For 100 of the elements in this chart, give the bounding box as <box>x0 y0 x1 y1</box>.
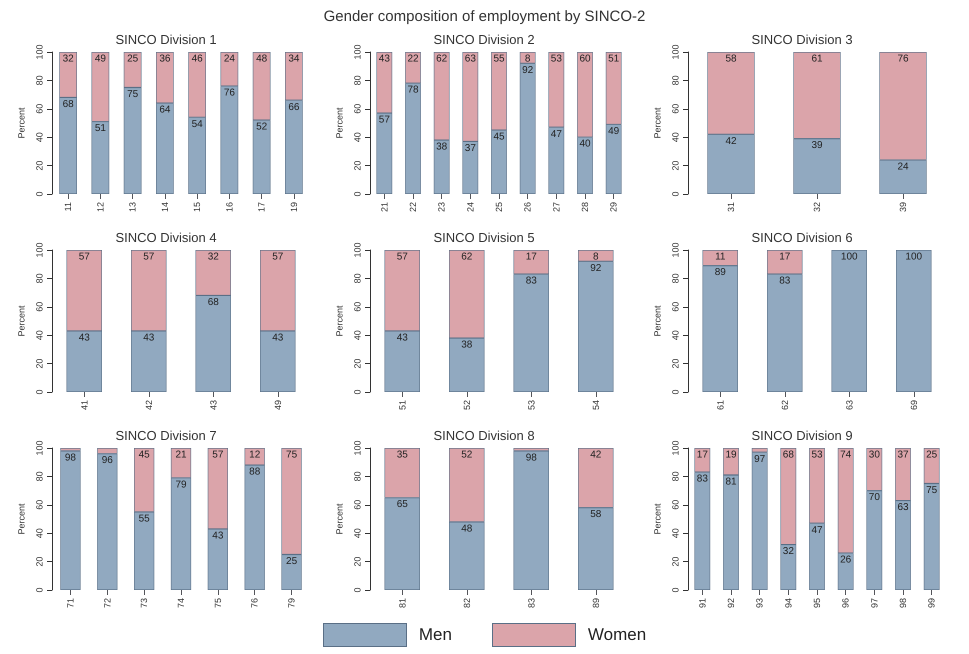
data-label: 75 <box>127 89 139 100</box>
y-tick-label: 20 <box>34 556 44 567</box>
y-tick-label: 40 <box>34 132 44 142</box>
data-label: 48 <box>256 54 268 64</box>
y-tick-label: 80 <box>670 273 680 284</box>
data-label: 100 <box>840 252 858 262</box>
data-label: 38 <box>436 142 448 153</box>
y-tick-label: 60 <box>352 500 362 510</box>
x-tick-label: 98 <box>898 598 908 608</box>
text: Gender composition of employment by SINCO-2 <box>322 8 646 27</box>
data-label: 24 <box>897 161 909 172</box>
x-tick-label: 53 <box>526 400 536 410</box>
y-tick-label: 60 <box>34 500 44 510</box>
x-tick-label: 97 <box>869 598 880 608</box>
data-label: 49 <box>94 54 106 64</box>
y-tick-label: 80 <box>670 471 680 482</box>
data-label: 53 <box>550 54 562 64</box>
data-label: 92 <box>590 262 602 274</box>
data-label: 76 <box>224 88 236 99</box>
y-tick-label: 40 <box>670 528 680 538</box>
x-tick-label: 43 <box>208 400 218 410</box>
y-tick-label: 40 <box>34 330 44 340</box>
y-tick-label: 60 <box>352 302 362 312</box>
y-axis-title: Percent <box>334 107 344 139</box>
x-tick-label: 76 <box>250 598 260 608</box>
x-tick-label: 82 <box>462 598 472 608</box>
data-label: 68 <box>208 296 220 308</box>
y-tick-label: 20 <box>670 160 680 171</box>
y-tick-label: 100 <box>352 440 362 456</box>
x-tick-label: 74 <box>176 598 186 608</box>
x-tick-label: 49 <box>272 400 283 410</box>
data-label: 48 <box>461 523 473 534</box>
data-label: 83 <box>779 276 791 287</box>
y-tick-label: 60 <box>670 302 680 312</box>
data-label: 39 <box>811 140 823 152</box>
data-label: 11 <box>715 252 726 262</box>
data-label: 58 <box>725 54 737 64</box>
data-label: 37 <box>464 142 476 154</box>
bar <box>832 250 867 392</box>
data-label: 75 <box>286 450 298 460</box>
data-label: 70 <box>868 492 880 504</box>
x-tick-label: 42 <box>144 400 154 410</box>
data-label: 92 <box>522 64 534 76</box>
y-axis-title: Percent <box>334 305 344 337</box>
data-label: 58 <box>590 509 602 520</box>
data-label: 62 <box>436 54 448 64</box>
data-label: 76 <box>897 54 909 64</box>
data-label: 57 <box>212 450 224 460</box>
x-tick-label: 91 <box>697 598 708 608</box>
data-label: 55 <box>138 513 150 524</box>
data-label: 25 <box>127 54 139 64</box>
data-label: 43 <box>378 54 390 64</box>
y-axis-title: Percent <box>16 305 26 337</box>
data-label: 30 <box>868 450 880 460</box>
x-tick-label: 16 <box>224 202 234 212</box>
y-tick-label: 20 <box>352 358 362 369</box>
chart-title: SINCO Division 6 <box>751 230 853 245</box>
y-tick-label: 0 <box>34 587 44 593</box>
data-label: 57 <box>143 252 155 262</box>
data-label: 32 <box>62 54 74 64</box>
y-tick-label: 0 <box>34 389 44 395</box>
chart-title: SINCO Division 5 <box>433 230 535 245</box>
data-label: 100 <box>905 252 923 262</box>
y-tick-label: 0 <box>670 191 680 197</box>
y-tick-label: 100 <box>670 44 680 60</box>
data-label: 51 <box>608 54 620 64</box>
data-label: 45 <box>138 450 150 460</box>
x-tick-label: 24 <box>465 202 476 212</box>
y-axis-title: Percent <box>652 305 662 337</box>
data-label: 22 <box>407 54 419 64</box>
x-tick-label: 27 <box>551 202 562 212</box>
x-tick-label: 25 <box>494 202 504 212</box>
y-axis-title: Percent <box>652 503 662 535</box>
data-label: 47 <box>811 524 823 536</box>
data-label: 89 <box>714 267 726 278</box>
chart-title: SINCO Division 1 <box>115 32 217 47</box>
y-axis-title: Percent <box>652 107 662 139</box>
chart-title: SINCO Division 7 <box>115 428 217 443</box>
x-tick-label: 79 <box>286 598 297 608</box>
x-tick-label: 71 <box>65 598 76 608</box>
y-tick-label: 20 <box>670 358 680 369</box>
x-tick-label: 89 <box>590 598 601 608</box>
y-tick-label: 0 <box>670 389 680 395</box>
data-label: 25 <box>926 450 938 460</box>
x-tick-label: 39 <box>898 202 908 212</box>
data-label: 46 <box>192 54 204 64</box>
x-tick-label: 52 <box>462 400 472 410</box>
y-tick-label: 20 <box>34 358 44 369</box>
data-label: 62 <box>461 252 473 262</box>
chart-title: SINCO Division 2 <box>433 32 535 47</box>
x-tick-label: 94 <box>783 598 794 608</box>
data-label: 78 <box>407 84 419 96</box>
data-label: 17 <box>526 252 538 262</box>
x-tick-label: 81 <box>397 598 408 608</box>
y-tick-label: 100 <box>352 242 362 258</box>
x-tick-label: 51 <box>397 400 408 410</box>
y-tick-label: 40 <box>670 330 680 340</box>
x-tick-label: 54 <box>590 400 601 410</box>
data-label: 61 <box>811 54 823 64</box>
data-label: 98 <box>64 452 76 464</box>
